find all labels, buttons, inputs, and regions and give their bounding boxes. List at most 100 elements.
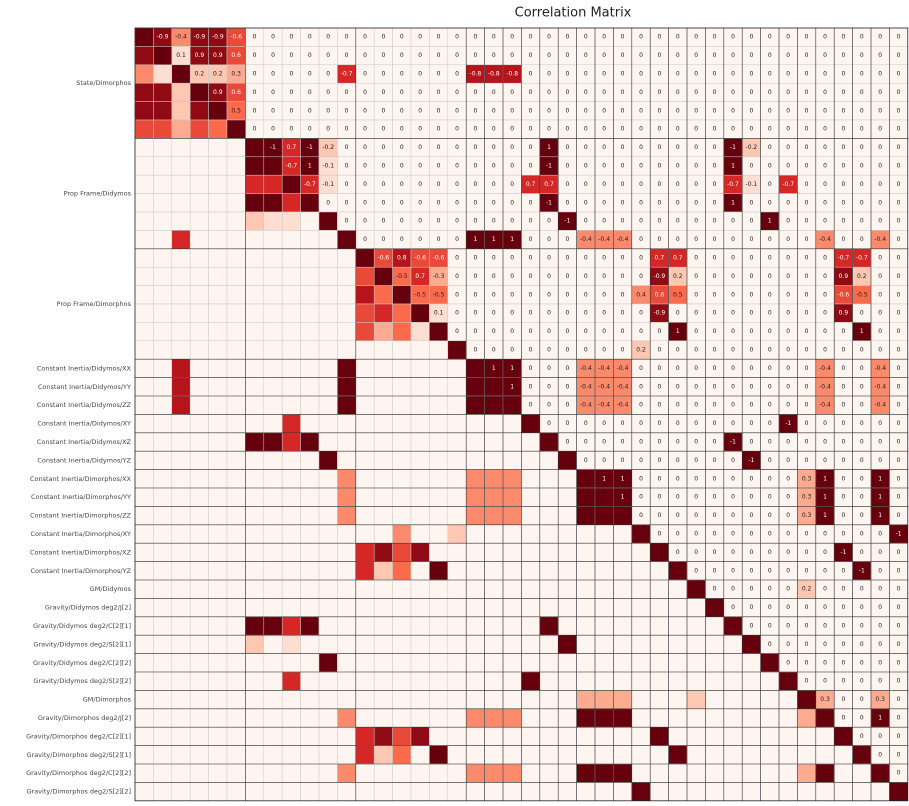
heatmap-cell — [484, 377, 504, 397]
cell-value: 1 — [621, 494, 625, 501]
cell-value: 0 — [639, 383, 643, 390]
heatmap-cell — [318, 634, 338, 654]
cell-value: 0 — [841, 34, 845, 41]
heatmap-cell — [189, 156, 209, 176]
cell-value: 0 — [565, 347, 569, 354]
cell-value: 0 — [345, 34, 349, 41]
heatmap-cell — [594, 671, 614, 691]
heatmap-cell — [318, 450, 338, 470]
cell-value: 0 — [400, 199, 404, 206]
cell-value: 0 — [289, 71, 293, 78]
cell-value: 0 — [584, 291, 588, 298]
cell-value: -0.4 — [175, 34, 187, 41]
cell-value: 0 — [363, 236, 367, 243]
heatmap-cell — [263, 377, 283, 397]
cell-value: 0 — [308, 52, 312, 59]
cell-value: 0 — [805, 457, 809, 464]
heatmap-cell — [576, 745, 596, 765]
heatmap-cell — [594, 616, 614, 636]
heatmap-cell — [373, 487, 393, 507]
heatmap-cell — [189, 432, 209, 452]
cell-value: -0.2 — [322, 144, 334, 151]
cell-value: 0 — [621, 457, 625, 464]
heatmap-cell — [245, 174, 265, 194]
heatmap-cell — [649, 782, 669, 802]
cell-value: 0 — [731, 567, 735, 574]
cell-value: 0 — [510, 181, 514, 188]
heatmap-cell — [263, 230, 283, 250]
heatmap-cell — [539, 671, 559, 691]
cell-value: 0 — [363, 52, 367, 59]
heatmap-cell — [373, 395, 393, 415]
heatmap-cell — [226, 634, 246, 654]
heatmap-cell — [226, 542, 246, 562]
cell-value: 0 — [455, 163, 459, 170]
cell-value: 0 — [584, 439, 588, 446]
heatmap-cell — [778, 726, 798, 746]
cell-value: 0 — [749, 512, 753, 519]
cell-value: 0 — [713, 347, 717, 354]
heatmap-cell — [686, 579, 706, 599]
heatmap-cell — [392, 285, 412, 305]
cell-value: 0 — [473, 273, 477, 280]
cell-value: 0 — [823, 678, 827, 685]
cell-value: 0 — [768, 512, 772, 519]
cell-value: 1 — [492, 236, 496, 243]
heatmap-cell — [392, 782, 412, 802]
cell-value: 0 — [823, 328, 827, 335]
heatmap-cell — [300, 340, 320, 360]
cell-value: 0 — [345, 89, 349, 96]
cell-value: 0 — [437, 126, 441, 133]
heatmap-cell — [281, 634, 301, 654]
cell-value: 0 — [897, 659, 901, 666]
cell-value: 0 — [786, 89, 790, 96]
cell-value: 0 — [897, 549, 901, 556]
cell-value: 0 — [860, 623, 864, 630]
heatmap-cell — [281, 763, 301, 783]
heatmap-cell — [208, 653, 228, 673]
heatmap-cell — [134, 579, 154, 599]
heatmap-cell — [153, 745, 173, 765]
cell-value: 0 — [676, 347, 680, 354]
cell-value: 0 — [860, 457, 864, 464]
heatmap-cell — [226, 230, 246, 250]
cell-value: 0 — [473, 89, 477, 96]
cell-value: 0 — [657, 126, 661, 133]
cell-value: 0 — [823, 531, 827, 538]
heatmap-cell — [153, 469, 173, 489]
heatmap-cell — [208, 322, 228, 342]
cell-value: 0 — [400, 218, 404, 225]
cell-value: 0 — [271, 71, 275, 78]
cell-value: 0 — [749, 586, 753, 593]
cell-value: 0 — [473, 328, 477, 335]
heatmap-cell — [447, 542, 467, 562]
heatmap-cell — [649, 561, 669, 581]
cell-value: -0.6 — [230, 34, 242, 41]
heatmap-cell — [797, 763, 817, 783]
cell-value: 0 — [768, 89, 772, 96]
cell-value: 0 — [584, 420, 588, 427]
cell-value: -1 — [564, 218, 570, 225]
heatmap-cell — [539, 432, 559, 452]
cell-value: -0.7 — [838, 255, 850, 262]
heatmap-cell — [447, 340, 467, 360]
heatmap-cell — [429, 524, 449, 544]
cell-value: 0 — [639, 328, 643, 335]
heatmap-cell — [263, 414, 283, 434]
heatmap-cell — [134, 119, 154, 139]
heatmap-cell — [208, 211, 228, 231]
cell-value: 0 — [823, 107, 827, 114]
heatmap-cell — [760, 690, 780, 710]
heatmap-cell — [318, 266, 338, 286]
heatmap-cell — [245, 450, 265, 470]
heatmap-cell — [189, 469, 209, 489]
cell-value: 0 — [529, 255, 533, 262]
heatmap-cell — [557, 763, 577, 783]
heatmap-cell — [153, 708, 173, 728]
cell-value: 0 — [786, 659, 790, 666]
heatmap-cell — [189, 174, 209, 194]
heatmap-cell — [134, 487, 154, 507]
cell-value: 0 — [805, 420, 809, 427]
cell-value: 0 — [860, 126, 864, 133]
heatmap-cell — [705, 598, 725, 618]
